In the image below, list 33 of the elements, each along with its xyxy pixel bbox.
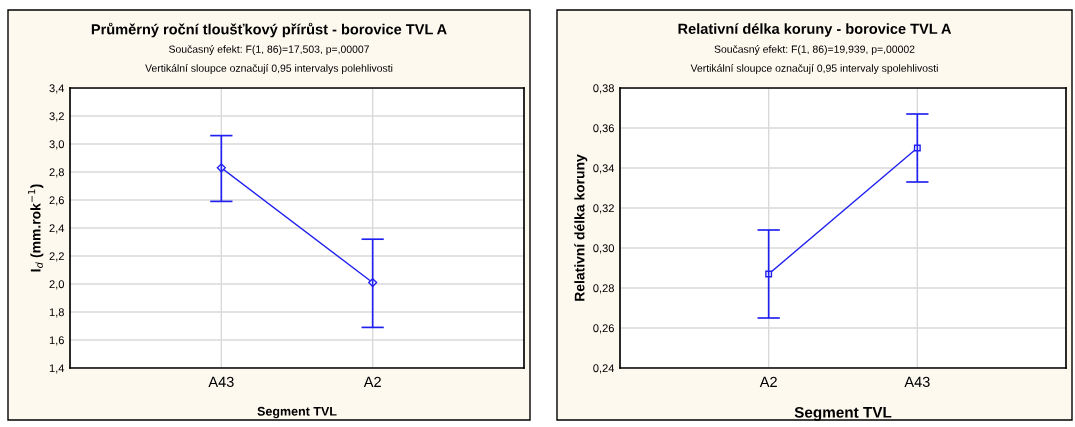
- y-tick-label: 1,6: [49, 336, 64, 346]
- y-tick-label: 2,4: [49, 224, 65, 234]
- y-tick-label: 3,4: [49, 84, 65, 94]
- y-tick-label: 0,28: [593, 284, 614, 294]
- y-tick-label: 2,8: [49, 168, 64, 178]
- x-tick-label: A2: [759, 376, 777, 387]
- x-tick-label: A2: [363, 376, 381, 387]
- y-tick-label: 0,30: [593, 244, 615, 254]
- x-tick-label: A43: [208, 376, 234, 388]
- y-tick-label: 2,2: [49, 252, 64, 262]
- y-tick-label: 0,36: [593, 124, 614, 134]
- y-tick-label: 0,38: [593, 84, 614, 94]
- y-tick-label: 3,2: [49, 112, 64, 122]
- y-tick-label: 1,4: [49, 364, 65, 374]
- x-axis-title: Segment TVL: [794, 406, 892, 421]
- chart-subtitle: Současný efekt: F(1, 86)=19,939, p=,00002: [714, 45, 915, 55]
- y-tick-label: 0,32: [593, 204, 614, 214]
- y-tick-label: 0,24: [593, 364, 615, 374]
- y-tick-label: 2,6: [49, 196, 64, 206]
- y-tick-label: 0,34: [593, 164, 615, 174]
- x-axis-title: Segment TVL: [257, 406, 337, 419]
- y-tick-label: 0,26: [593, 324, 614, 334]
- text: Vertikální sloupce označují 0,95 intervaly spolehlivosti: [690, 64, 938, 74]
- chart-subtitle: Současný efekt: F(1, 86)=17,503, p=,00007: [169, 45, 369, 55]
- y-tick-label: 1,8: [49, 308, 64, 318]
- y-axis-title: Relativní délka koruny: [574, 154, 588, 301]
- y-axis-title: I$_{d}$ (mm.rok$^{−1}$): [28, 184, 44, 272]
- x-tick-label: A43: [904, 376, 930, 388]
- chart-title: Relativní délka koruny - borovice TVL A: [678, 23, 952, 37]
- y-tick-label: 3,0: [49, 140, 65, 150]
- text: Vertikální sloupce označují 0,95 intervalys polehlivosti: [145, 64, 393, 74]
- y-tick-label: 2,0: [49, 280, 65, 290]
- chart-title: Průměrný roční tloušťkový přírůst - borovice TVL A: [91, 22, 447, 38]
